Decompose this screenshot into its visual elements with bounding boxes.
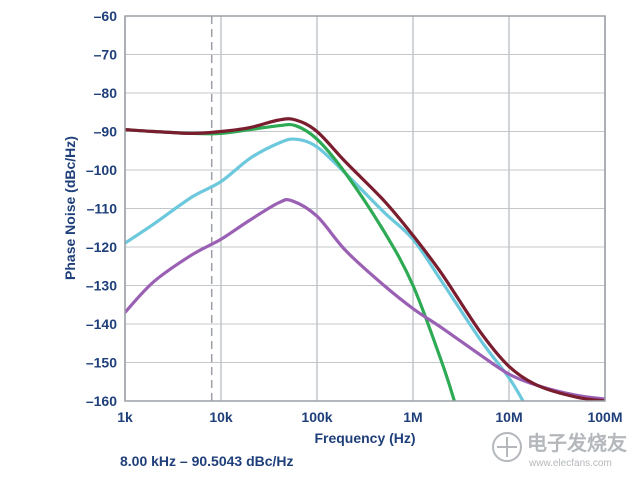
y-tick-label: –90 [94, 124, 118, 140]
series-line-3 [125, 197, 605, 401]
x-axis-label: Frequency (Hz) [314, 430, 415, 446]
x-tick-label: 10M [495, 409, 522, 425]
cursor-readout: 8.00 kHz – 90.5043 dBc/Hz [120, 453, 294, 469]
series-line-1 [125, 137, 525, 401]
y-tick-label: –70 [94, 47, 118, 63]
x-tick-labels: 1k 10k 100k 1M 10M 100M [117, 409, 622, 425]
y-tick-label: –100 [86, 162, 117, 178]
x-tick-label: 1k [117, 409, 133, 425]
watermark-mark-icon [492, 432, 522, 462]
y-tick-label: –130 [86, 278, 117, 294]
y-tick-label: –120 [86, 239, 117, 255]
y-axis-label: Phase Noise (dBc/Hz) [62, 136, 78, 280]
series-lines [125, 117, 605, 401]
watermark-url: www.elecfans.com [528, 458, 612, 469]
y-tick-label: –160 [86, 393, 117, 409]
y-tick-label: –60 [94, 8, 118, 24]
y-tick-label: –140 [86, 316, 117, 332]
x-tick-label: 1M [403, 409, 422, 425]
x-tick-label: 10k [209, 409, 233, 425]
elecfans-watermark-logo: 电子发烧友 www.elecfans.com [492, 431, 627, 469]
plot-frame [124, 15, 606, 402]
y-tick-label: –80 [94, 85, 118, 101]
y-tick-labels: –60 –70 –80 –90 –100 –110 –120 –130 –140 –150 –160 [86, 8, 117, 409]
x-tick-label: 100M [587, 409, 622, 425]
x-tick-label: 100k [301, 409, 332, 425]
y-tick-label: –150 [86, 355, 117, 371]
watermark-chinese-text: 电子发烧友 [527, 431, 627, 455]
series-line-4 [125, 117, 605, 401]
y-tick-label: –110 [87, 201, 118, 217]
